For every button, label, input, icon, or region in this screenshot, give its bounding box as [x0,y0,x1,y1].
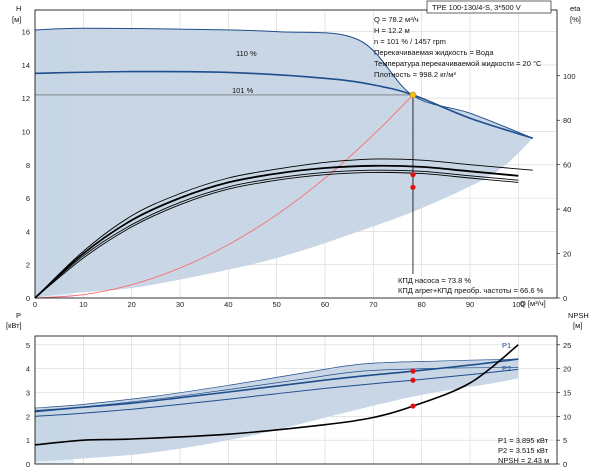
head-x-tick-30: 30 [176,300,184,309]
npsh-y-tick-20: 20 [563,365,571,374]
p2-value-text: P2 = 3.515 кВт [498,446,549,455]
npsh-y-tick-25: 25 [563,341,571,350]
npsh-y-tick-15: 15 [563,388,571,397]
series-label-p1: P1 [502,341,511,350]
power-y-tick-1: 1 [26,436,30,445]
head-x-tick-0: 0 [33,300,37,309]
eta-y-label: eta [570,4,581,13]
power-marker-3 [410,403,415,408]
head-y-tick-12: 12 [22,94,30,103]
head-x-ticks: 0 10 20 30 40 50 60 70 80 90 100 [33,300,525,309]
head-y-tick-14: 14 [22,61,30,70]
pump-efficiency-text: КПД насоса = 73.8 % [398,276,471,285]
eta-y-tick-40: 40 [563,205,571,214]
info-line-density: Плотность = 998.2 кг/м³ [374,70,456,79]
head-y-tick-10: 10 [22,128,30,137]
pump-performance-chart: 0 10 20 30 40 50 60 70 80 90 100 0246810121416 020… [0,0,600,474]
speed-label-101: 101 % [232,86,254,95]
duty-point-marker [410,92,416,98]
p1-value-text: P1 = 3.895 кВт [498,436,549,445]
efficiency-marker-2 [410,185,415,190]
head-x-tick-80: 80 [417,300,425,309]
eta-y-ticks: 0 20 40 60 80 100 [557,72,576,303]
power-y-tick-2: 2 [26,412,30,421]
head-y-tick-4: 4 [26,227,30,236]
eta-y-tick-60: 60 [563,161,571,170]
power-y-label-unit: [кВт] [6,321,22,330]
info-line-liquid: Перекачиваемая жидкость = Вода [374,48,494,57]
eta-y-label-unit: [%] [570,15,581,24]
efficiency-marker-1 [410,172,415,177]
head-x-tick-50: 50 [272,300,280,309]
npsh-y-ticks: 0 5 10 15 20 25 [557,341,571,469]
head-y-tick-16: 16 [22,28,30,37]
power-y-tick-4: 4 [26,365,30,374]
head-x-tick-10: 10 [79,300,87,309]
head-y-tick-8: 8 [26,161,30,170]
head-x-tick-60: 60 [321,300,329,309]
npsh-value-text: NPSH = 2.43 м [498,456,549,465]
info-line-temperature: Температура перекачиваемой жидкости = 20… [374,59,542,68]
power-chart: 0 1 2 3 4 5 0 5 10 15 20 25 P [кВт] NPSH [м] P1 P2… [6,311,589,469]
npsh-y-tick-0: 0 [563,460,567,469]
head-chart: 0 10 20 30 40 50 60 70 80 90 100 0 2 4 6 8 10 12 14 16 0 20… [12,1,581,309]
eta-y-tick-80: 80 [563,116,571,125]
head-y-tick-2: 2 [26,261,30,270]
npsh-y-tick-10: 10 [563,412,571,421]
head-x-tick-70: 70 [369,300,377,309]
head-x-tick-20: 20 [127,300,135,309]
head-y-label-unit: [м] [12,15,21,24]
power-y-tick-5: 5 [26,341,30,350]
eta-y-tick-20: 20 [563,250,571,259]
head-x-tick-90: 90 [466,300,474,309]
head-y-label-h: H [16,4,21,13]
power-y-label-p: P [16,311,21,320]
unit-efficiency-text: КПД агрег+КПД преобр. частоты = 66.6 % [398,286,544,295]
power-marker-1 [410,369,415,374]
head-y-ticks: 0 2 4 6 8 10 12 14 16 [22,28,30,303]
power-y-ticks: 0 1 2 3 4 5 [26,341,30,469]
power-marker-2 [410,378,415,383]
series-label-p2: P2 [502,364,511,373]
npsh-y-label: NPSH [568,311,589,320]
info-line-q: Q = 78.2 м³/ч [374,15,419,24]
info-line-h: H = 12.2 м [374,26,410,35]
chart-title: TPE 100-130/4-S, 3*500 V [432,3,521,12]
head-x-tick-40: 40 [224,300,232,309]
head-x-axis-label: Q [м³/ч] [520,299,546,308]
eta-y-tick-0: 0 [563,294,567,303]
power-y-tick-0: 0 [26,460,30,469]
head-y-tick-0: 0 [26,294,30,303]
power-y-tick-3: 3 [26,388,30,397]
head-y-tick-6: 6 [26,194,30,203]
npsh-y-label-unit: [м] [573,321,582,330]
eta-y-tick-100: 100 [563,72,576,81]
speed-label-110: 110 % [236,49,257,58]
npsh-y-tick-5: 5 [563,436,567,445]
info-line-n: n = 101 % / 1457 rpm [374,37,446,46]
